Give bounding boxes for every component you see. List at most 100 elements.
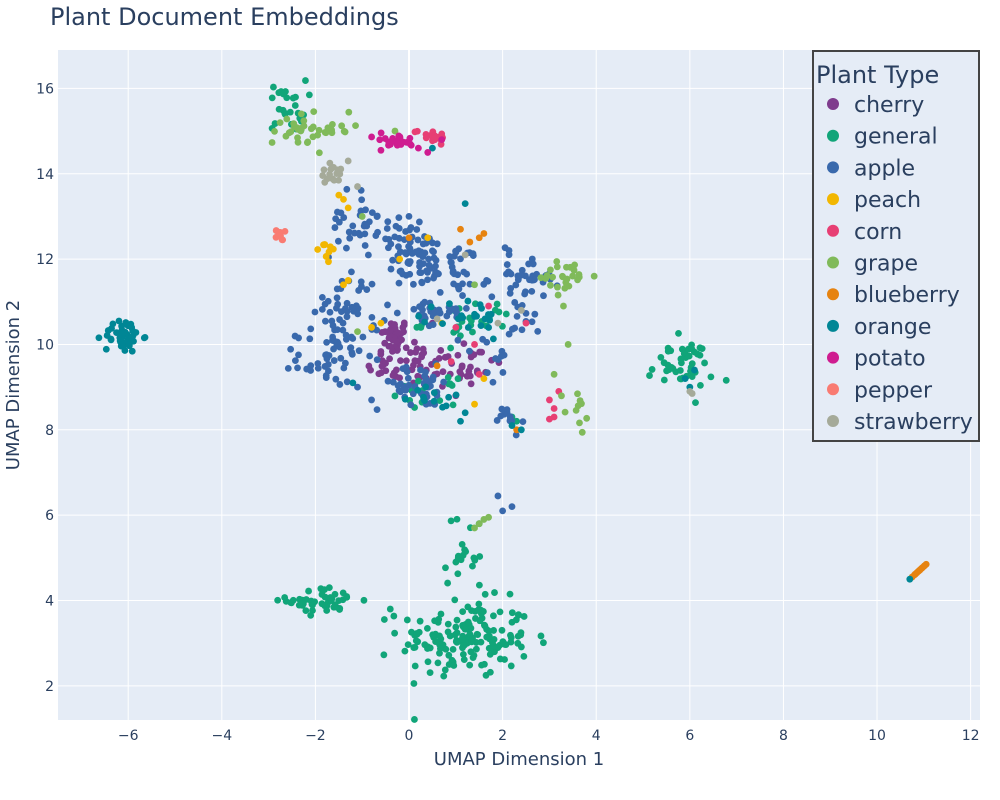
axis-ticks: −6 −4 −2 0 2 4 6 8 10 12 2 4 6 8 10 12 14 16 [36, 81, 979, 744]
legend-label-pepper: pepper [854, 378, 933, 403]
point-general [437, 645, 444, 652]
point-general [436, 397, 444, 405]
point-apple [503, 261, 511, 268]
point-apple [321, 363, 329, 370]
point-apple [284, 364, 292, 372]
point-peach [325, 258, 332, 266]
point-apple [517, 271, 525, 279]
legend-marker-apple [827, 161, 839, 174]
point-orange [128, 347, 136, 355]
legend-marker-blueberry [827, 288, 839, 301]
point-grape [537, 274, 545, 282]
point-general [281, 594, 289, 601]
point-grape [340, 127, 348, 135]
point-general [431, 617, 439, 625]
y-tick-label: 6 [45, 508, 54, 524]
point-apple [534, 327, 542, 335]
point-apple [498, 405, 506, 413]
point-general [444, 374, 452, 381]
point-strawberry [321, 178, 329, 186]
point-cherry [392, 337, 400, 345]
point-cherry [391, 321, 398, 328]
point-apple [405, 258, 412, 266]
point-general [305, 91, 313, 99]
point-orange [120, 329, 127, 337]
point-corn [485, 302, 492, 310]
point-apple [407, 401, 415, 409]
series-orange [95, 144, 914, 583]
point-apple [291, 357, 299, 365]
point-apple [355, 347, 363, 355]
point-grape [583, 414, 591, 422]
point-orange [421, 397, 428, 404]
point-apple [387, 265, 395, 273]
point-apple [499, 369, 507, 376]
point-general [390, 612, 398, 620]
point-grape [565, 282, 573, 290]
point-blueberry [513, 426, 521, 434]
point-general [414, 377, 422, 385]
point-general [493, 300, 501, 308]
series-strawberry [319, 157, 696, 397]
point-orange [442, 402, 450, 410]
point-general [476, 617, 484, 625]
point-apple [394, 382, 402, 389]
point-general [646, 372, 653, 379]
point-cherry [411, 338, 418, 346]
point-general [454, 375, 462, 383]
point-apple [332, 375, 340, 383]
point-cherry [382, 367, 390, 375]
point-general [430, 633, 438, 641]
point-apple [389, 256, 397, 264]
point-general [404, 641, 412, 649]
point-general [475, 600, 483, 608]
chart-title: Plant Document Embeddings [50, 3, 399, 31]
point-general [459, 551, 467, 559]
point-general [475, 581, 483, 589]
point-apple [343, 378, 351, 386]
point-apple [368, 280, 376, 288]
point-apple [497, 352, 505, 360]
legend-label-general: general [854, 125, 938, 150]
point-general [449, 401, 457, 409]
point-apple [425, 255, 432, 263]
point-orange [681, 375, 689, 382]
point-grape [285, 129, 293, 137]
point-orange [487, 310, 495, 318]
point-apple [348, 350, 356, 358]
point-strawberry [433, 315, 441, 323]
point-general [466, 661, 474, 669]
point-apple [373, 326, 381, 334]
point-apple [416, 303, 423, 310]
point-apple [323, 351, 330, 359]
point-general [318, 591, 326, 598]
point-general [302, 607, 310, 614]
point-apple [387, 240, 395, 248]
point-apple [413, 226, 421, 233]
point-general [696, 344, 704, 352]
point-orange [430, 389, 438, 397]
point-corn [475, 370, 483, 378]
point-general [453, 616, 461, 624]
point-grape [554, 283, 561, 291]
point-general [477, 638, 485, 646]
point-apple [518, 326, 526, 334]
point-cherry [419, 345, 427, 353]
point-pepper [281, 227, 289, 235]
point-general [692, 399, 699, 406]
point-apple [331, 224, 339, 231]
point-apple [322, 317, 329, 325]
point-general [675, 329, 682, 337]
point-pepper [272, 227, 280, 234]
point-peach [344, 277, 352, 284]
point-grape [564, 341, 572, 348]
legend-box [812, 50, 980, 442]
point-apple [355, 287, 363, 294]
point-grape [294, 138, 302, 146]
point-grape [590, 272, 598, 280]
point-corn [431, 134, 439, 142]
point-general [326, 594, 334, 601]
point-general [410, 680, 418, 687]
point-apple [492, 355, 499, 362]
point-potato [414, 144, 422, 152]
